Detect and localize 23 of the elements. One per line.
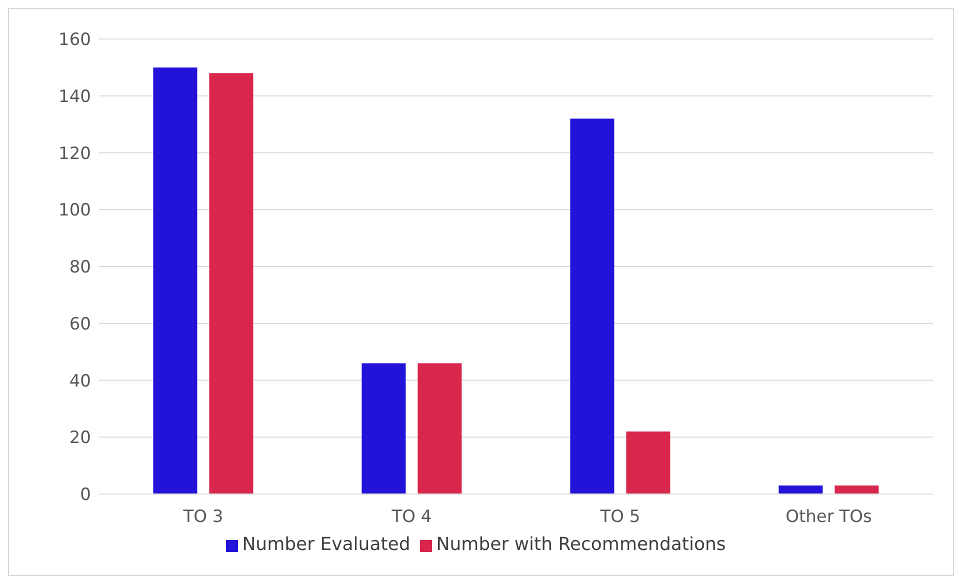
legend-label: Number with Recommendations xyxy=(436,534,726,555)
y-tick-label: 20 xyxy=(69,428,91,448)
y-tick-label: 60 xyxy=(69,314,91,334)
x-tick-label: TO 4 xyxy=(390,507,432,528)
bar xyxy=(778,485,823,494)
bar xyxy=(362,363,406,494)
x-tick-label: TO 5 xyxy=(599,507,640,528)
y-tick-label: 80 xyxy=(69,258,91,278)
bar xyxy=(570,118,614,494)
bar xyxy=(209,73,254,494)
y-tick-label: 120 xyxy=(58,144,91,164)
y-tick-label: 140 xyxy=(58,86,91,107)
bar xyxy=(834,485,879,494)
y-tick-label: 40 xyxy=(69,371,91,392)
bar xyxy=(153,67,198,494)
legend-label: Number Evaluated xyxy=(242,534,410,555)
y-tick-label: 100 xyxy=(58,200,91,221)
y-tick-label: 0 xyxy=(80,485,91,506)
bar xyxy=(626,431,670,494)
x-tick-label: Other TOs xyxy=(786,507,872,528)
x-tick-label: TO 3 xyxy=(182,507,224,528)
bar xyxy=(418,363,462,494)
y-tick-label: 160 xyxy=(58,30,91,50)
